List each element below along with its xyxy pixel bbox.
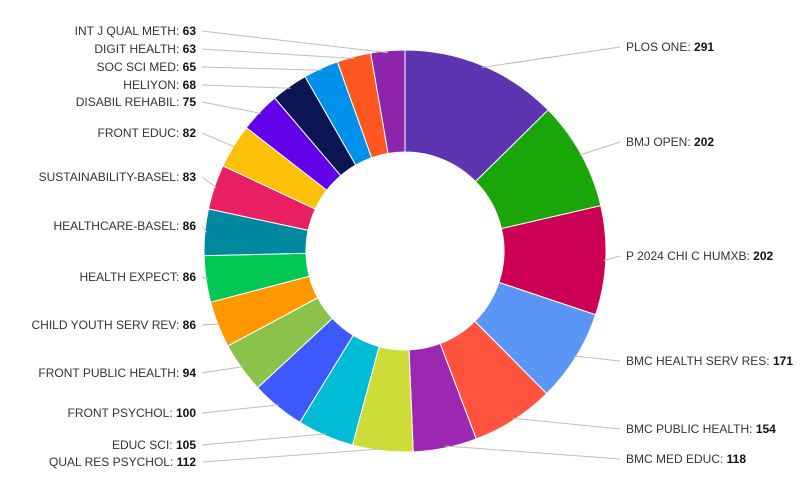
label-name: BMJ OPEN: bbox=[626, 135, 694, 149]
label-value: 291 bbox=[694, 40, 714, 54]
label-value: 86 bbox=[183, 219, 197, 233]
label-child-youth-serv-rev: CHILD YOUTH SERV REV: 86 bbox=[31, 318, 196, 332]
label-name: CHILD YOUTH SERV REV: bbox=[31, 318, 182, 332]
leader-lines-group bbox=[201, 30, 621, 463]
leader-line-digit-health bbox=[201, 48, 355, 60]
leader-line-front-educ bbox=[201, 132, 236, 148]
label-value: 94 bbox=[183, 366, 197, 380]
label-name: FRONT EDUC: bbox=[98, 126, 183, 140]
label-value: 63 bbox=[183, 24, 197, 38]
label-sustainability-basel: SUSTAINABILITY-BASEL: 83 bbox=[39, 170, 197, 184]
label-value: 100 bbox=[176, 406, 196, 420]
leader-line-educ-sci bbox=[201, 433, 327, 446]
leader-line-int-j-qual-meth bbox=[201, 30, 388, 54]
leader-line-sustainability-basel bbox=[201, 176, 217, 189]
leader-line-soc-sci-med bbox=[201, 66, 322, 71]
label-value: 82 bbox=[183, 126, 197, 140]
label-name: FRONT PUBLIC HEALTH: bbox=[38, 366, 182, 380]
label-value: 202 bbox=[694, 135, 714, 149]
label-int-j-qual-meth: INT J QUAL METH: 63 bbox=[75, 24, 197, 38]
label-bmc-med-educ: BMC MED EDUC: 118 bbox=[626, 452, 746, 466]
label-value: 118 bbox=[727, 452, 747, 466]
leader-line-front-public-health bbox=[201, 366, 244, 374]
label-name: SOC SCI MED: bbox=[97, 60, 183, 74]
label-qual-res-psychol: QUAL RES PSYCHOL: 112 bbox=[49, 455, 196, 469]
leader-line-bmc-health-serv-res bbox=[573, 355, 621, 362]
label-value: 65 bbox=[183, 60, 197, 74]
label-name: DIGIT HEALTH: bbox=[94, 42, 182, 56]
label-value: 86 bbox=[183, 318, 197, 332]
label-name: HEALTHCARE-BASEL: bbox=[53, 219, 182, 233]
label-name: SUSTAINABILITY-BASEL: bbox=[39, 170, 183, 184]
label-value: 171 bbox=[773, 354, 793, 368]
slices-group bbox=[203, 49, 607, 453]
label-plos-one: PLOS ONE: 291 bbox=[626, 40, 714, 54]
label-front-educ: FRONT EDUC: 82 bbox=[98, 126, 197, 140]
label-bmj-open: BMJ OPEN: 202 bbox=[626, 135, 714, 149]
label-health-expect: HEALTH EXPECT: 86 bbox=[80, 270, 197, 284]
label-value: 112 bbox=[177, 455, 197, 469]
leader-line-bmc-med-educ bbox=[444, 445, 621, 460]
label-name: BMC PUBLIC HEALTH: bbox=[626, 422, 756, 436]
leader-line-plos-one bbox=[481, 46, 621, 68]
leader-line-bmj-open bbox=[579, 141, 621, 156]
leader-line-heliyon bbox=[201, 84, 291, 89]
label-name: HEALTH EXPECT: bbox=[80, 270, 183, 284]
leader-line-healthcare-basel bbox=[201, 225, 208, 233]
label-name: BMC HEALTH SERV RES: bbox=[626, 354, 773, 368]
label-value: 86 bbox=[183, 270, 197, 284]
leader-line-child-youth-serv-rev bbox=[201, 323, 220, 326]
leader-line-health-expect bbox=[201, 276, 209, 280]
label-name: FRONT PSYCHOL: bbox=[68, 406, 176, 420]
label-digit-health: DIGIT HEALTH: 63 bbox=[94, 42, 196, 56]
label-value: 68 bbox=[183, 78, 197, 92]
label-healthcare-basel: HEALTHCARE-BASEL: 86 bbox=[53, 219, 196, 233]
label-p-2024-chi-c-humxb: P 2024 CHI C HUMXB: 202 bbox=[626, 249, 774, 263]
label-educ-sci: EDUC SCI: 105 bbox=[112, 438, 196, 452]
label-value: 105 bbox=[176, 438, 196, 452]
leader-line-disabil-rehabil bbox=[201, 101, 262, 114]
label-front-public-health: FRONT PUBLIC HEALTH: 94 bbox=[38, 366, 196, 380]
label-name: INT J QUAL METH: bbox=[75, 24, 183, 38]
leader-line-p-2024-chi-c-humxb bbox=[603, 255, 621, 261]
label-bmc-public-health: BMC PUBLIC HEALTH: 154 bbox=[626, 422, 776, 436]
label-name: P 2024 CHI C HUMXB: bbox=[626, 249, 753, 263]
leader-line-front-psychol bbox=[201, 404, 279, 414]
label-value: 202 bbox=[753, 249, 773, 263]
label-disabil-rehabil: DISABIL REHABIL: 75 bbox=[76, 95, 197, 109]
label-front-psychol: FRONT PSYCHOL: 100 bbox=[68, 406, 197, 420]
label-value: 154 bbox=[756, 422, 776, 436]
slice-int-j-qual-meth[interactable] bbox=[370, 49, 406, 155]
label-name: DISABIL REHABIL: bbox=[76, 95, 183, 109]
label-name: BMC MED EDUC: bbox=[626, 452, 727, 466]
label-value: 83 bbox=[183, 170, 197, 184]
leader-line-qual-res-psychol bbox=[201, 448, 383, 463]
label-value: 63 bbox=[183, 42, 197, 56]
label-value: 75 bbox=[183, 95, 197, 109]
label-soc-sci-med: SOC SCI MED: 65 bbox=[97, 60, 197, 74]
label-name: PLOS ONE: bbox=[626, 40, 694, 54]
label-name: EDUC SCI: bbox=[112, 438, 176, 452]
label-bmc-health-serv-res: BMC HEALTH SERV RES: 171 bbox=[626, 354, 793, 368]
label-name: QUAL RES PSYCHOL: bbox=[49, 455, 177, 469]
label-heliyon: HELIYON: 68 bbox=[123, 78, 196, 92]
label-name: HELIYON: bbox=[123, 78, 182, 92]
leader-line-bmc-public-health bbox=[512, 417, 621, 430]
